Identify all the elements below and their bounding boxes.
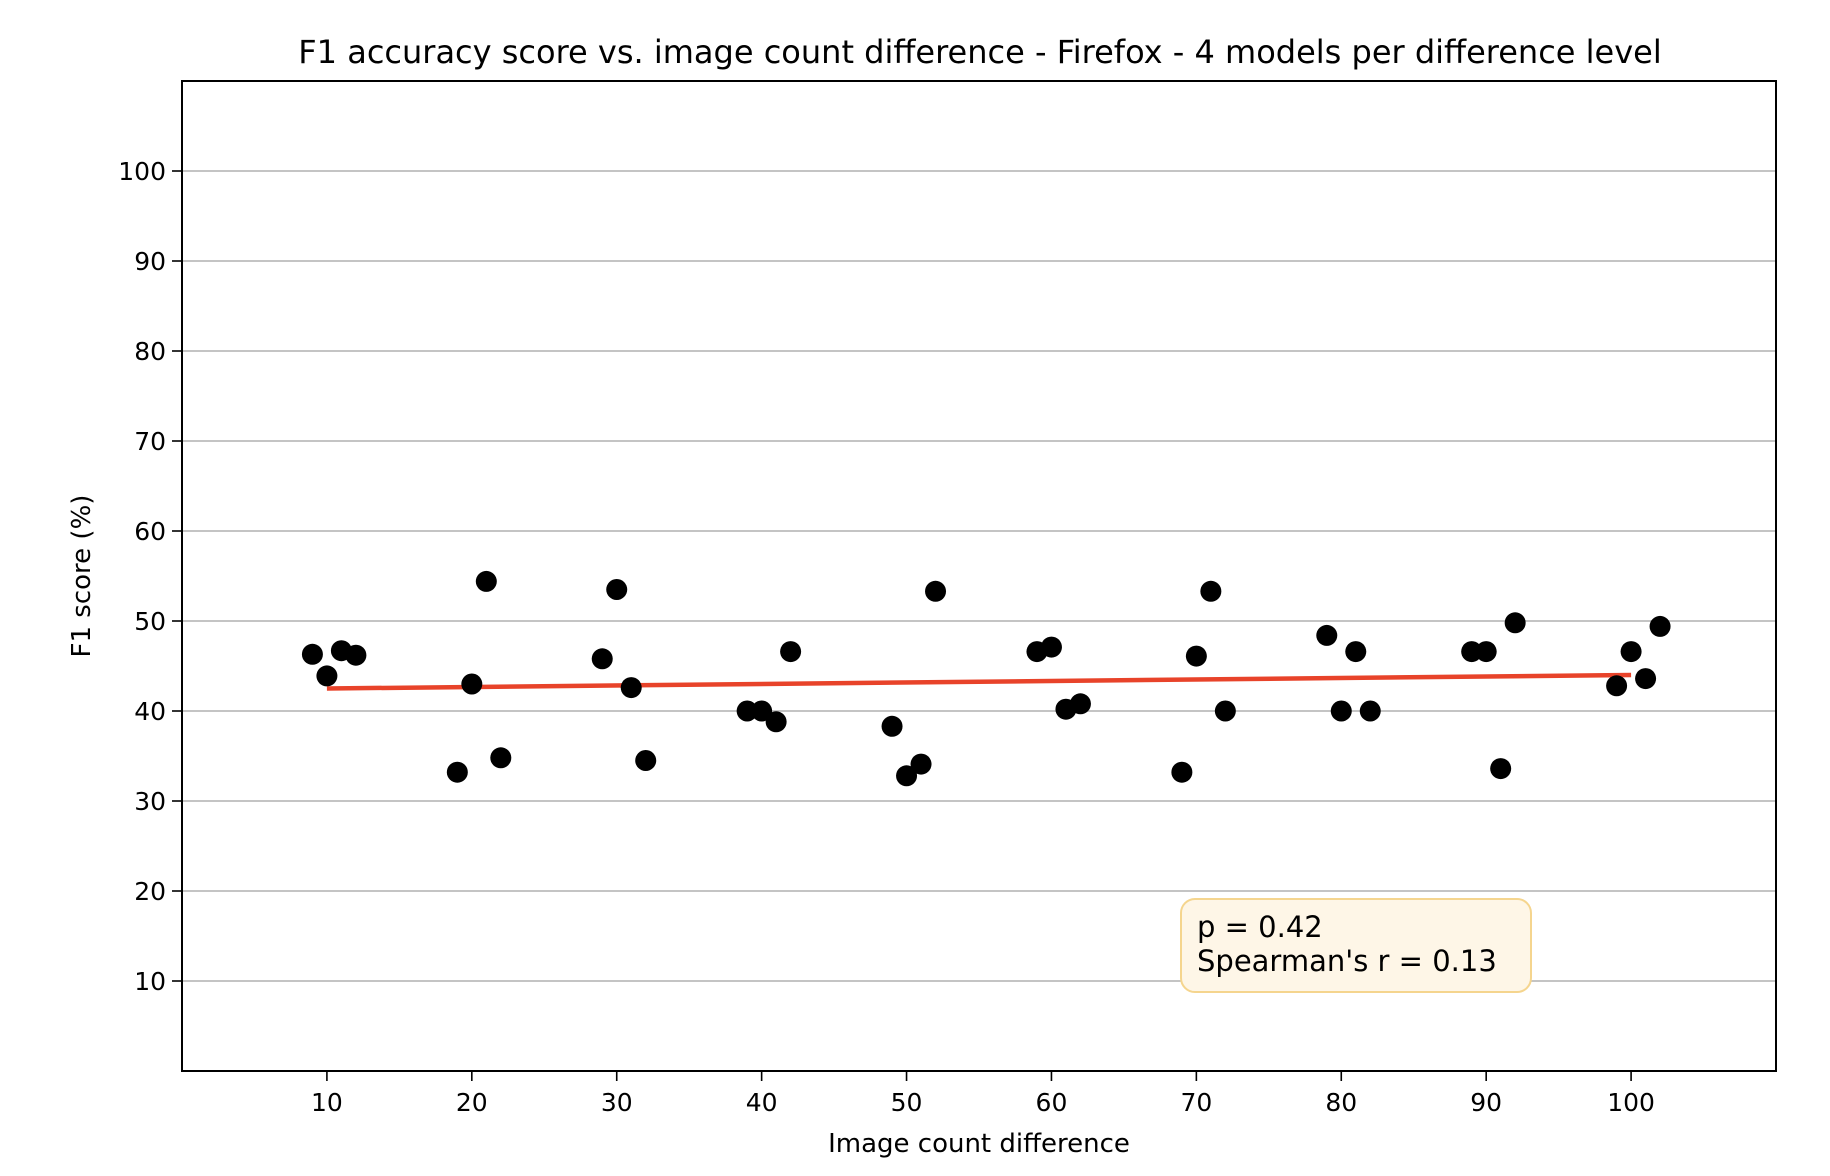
y-tick-label-90: 90 [134, 247, 166, 276]
data-point-39 [1635, 668, 1657, 690]
data-point-29 [1316, 624, 1338, 646]
y-tick-label-50: 50 [134, 607, 166, 636]
y-tick-label-30: 30 [134, 787, 166, 816]
data-point-40 [1649, 615, 1671, 637]
data-point-4 [345, 644, 367, 666]
stats-annotation: p = 0.42 Spearman's r = 0.13 [1180, 898, 1532, 993]
y-axis-ticks: 10 20 30 40 50 60 70 80 90 100 [118, 157, 182, 996]
data-point-38 [1620, 641, 1642, 663]
data-point-28 [1214, 700, 1236, 722]
data-point-31 [1345, 641, 1367, 663]
x-tick-label-70: 70 [1180, 1088, 1212, 1117]
data-point-35 [1490, 758, 1512, 780]
data-points [301, 570, 1671, 787]
x-tick-label-90: 90 [1470, 1088, 1502, 1117]
x-tick-label-40: 40 [746, 1088, 778, 1117]
data-point-15 [765, 711, 787, 733]
stats-box-background [1180, 898, 1532, 993]
data-point-20 [925, 580, 947, 602]
data-point-1 [301, 643, 323, 665]
data-point-33 [1461, 641, 1483, 663]
data-point-36 [1504, 612, 1526, 634]
data-point-13 [736, 700, 758, 722]
x-tick-label-20: 20 [456, 1088, 488, 1117]
x-tick-label-80: 80 [1325, 1088, 1357, 1117]
trend-line [326, 672, 1632, 691]
data-point-19 [910, 753, 932, 775]
data-point-25 [1171, 761, 1193, 783]
x-tick-label-30: 30 [601, 1088, 633, 1117]
y-tick-label-70: 70 [134, 427, 166, 456]
data-point-27 [1200, 580, 1222, 602]
p-value-text: p = 0.42 [1197, 910, 1323, 944]
trend-line-layer [326, 672, 1632, 691]
gridlines [182, 170, 1776, 982]
y-tick-label-40: 40 [134, 697, 166, 726]
data-point-11 [620, 677, 642, 699]
x-tick-label-100: 100 [1607, 1088, 1655, 1117]
data-point-10 [606, 579, 628, 600]
data-point-14 [751, 700, 773, 722]
data-point-12 [635, 750, 657, 771]
x-tick-label-60: 60 [1036, 1088, 1068, 1117]
data-point-22 [1040, 636, 1062, 658]
x-tick-label-10: 10 [311, 1088, 343, 1117]
x-axis-label: Image count difference [828, 1129, 1130, 1159]
data-point-9 [591, 648, 613, 670]
plot-frame [181, 80, 1777, 1072]
data-point-8 [490, 747, 512, 769]
y-tick-label-100: 100 [118, 157, 166, 186]
data-point-24 [1069, 693, 1091, 715]
y-tick-label-20: 20 [134, 877, 166, 906]
data-point-7 [475, 570, 497, 592]
data-point-5 [446, 761, 468, 783]
data-point-26 [1185, 645, 1207, 667]
x-tick-label-50: 50 [891, 1088, 923, 1117]
data-point-6 [461, 673, 483, 695]
data-point-18 [896, 765, 918, 787]
data-point-32 [1359, 700, 1381, 722]
data-point-16 [780, 641, 802, 663]
chart-title: F1 accuracy score vs. image count differ… [298, 33, 1661, 71]
y-tick-label-10: 10 [134, 967, 166, 996]
spearman-r-text: Spearman's r = 0.13 [1197, 944, 1497, 978]
y-tick-label-80: 80 [134, 337, 166, 366]
data-point-2 [316, 665, 338, 687]
x-axis-ticks: 10 20 30 40 50 60 70 80 90 100 [311, 1071, 1655, 1117]
data-point-30 [1330, 700, 1352, 722]
y-axis-label: F1 score (%) [67, 495, 97, 658]
data-point-17 [881, 715, 903, 737]
data-point-34 [1475, 641, 1497, 663]
data-point-37 [1606, 675, 1628, 697]
y-tick-label-60: 60 [134, 517, 166, 546]
